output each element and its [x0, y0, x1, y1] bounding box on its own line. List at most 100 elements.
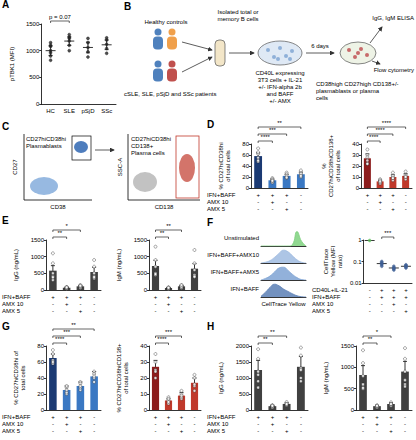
svg-text:+: +	[79, 294, 83, 300]
svg-text:Yellow (MFI: Yellow (MFI	[330, 246, 336, 277]
svg-text:-: -	[381, 301, 383, 307]
svg-text:+: +	[378, 199, 382, 205]
svg-text:-: -	[366, 206, 368, 212]
svg-text:IgG (ng/mL): IgG (ng/mL)	[13, 249, 19, 281]
svg-text:-: -	[168, 308, 170, 314]
svg-text:+: +	[79, 308, 83, 314]
svg-text:+: +	[180, 294, 184, 300]
svg-text:+: +	[167, 294, 171, 300]
svg-text:40: 40	[37, 375, 44, 381]
svg-text:CD27: CD27	[12, 159, 18, 175]
svg-text:1500: 1500	[31, 237, 45, 243]
svg-text:-: -	[369, 308, 371, 314]
svg-text:AMX 5: AMX 5	[207, 206, 226, 212]
svg-text:-: -	[79, 421, 81, 427]
svg-text:+: +	[271, 421, 275, 427]
svg-text:****: ****	[369, 134, 379, 140]
svg-text:-: -	[155, 428, 157, 434]
svg-text:****: ****	[261, 134, 271, 140]
svg-text:-: -	[405, 301, 407, 307]
svg-text:AMX 5: AMX 5	[2, 428, 21, 434]
svg-text:20: 20	[140, 375, 147, 381]
svg-text:%: %	[321, 163, 327, 169]
svg-text:1500: 1500	[26, 21, 40, 27]
svg-text:+: +	[378, 192, 382, 198]
svg-text:D: D	[207, 120, 214, 130]
svg-text:-: -	[194, 428, 196, 434]
svg-text:1000: 1000	[341, 364, 355, 370]
svg-text:-: -	[93, 421, 95, 427]
svg-text:-: -	[168, 428, 170, 434]
svg-text:-: -	[369, 301, 371, 307]
svg-text:0: 0	[41, 407, 45, 413]
svg-text:-: -	[155, 421, 157, 427]
svg-text:+: +	[391, 206, 395, 212]
svg-text:+: +	[79, 414, 83, 420]
svg-text:+: +	[180, 414, 184, 420]
svg-text:**: **	[277, 120, 282, 126]
svg-text:-: -	[300, 414, 302, 420]
svg-text:30: 30	[140, 359, 147, 365]
svg-text:80: 80	[37, 343, 44, 349]
svg-text:-: -	[181, 421, 183, 427]
svg-text:AMX 10: AMX 10	[2, 301, 24, 307]
svg-text:Healthy controls: Healthy controls	[144, 19, 187, 25]
svg-text:10: 10	[140, 391, 147, 397]
svg-text:-: -	[194, 294, 196, 300]
svg-text:IFN+BAFF+AMX5: IFN+BAFF+AMX5	[211, 269, 260, 275]
svg-text:-: -	[271, 206, 273, 212]
svg-text:1000: 1000	[134, 254, 148, 260]
svg-text:**: **	[57, 230, 62, 236]
svg-text:-: -	[405, 192, 407, 198]
svg-text:+: +	[65, 301, 69, 307]
svg-text:+: +	[375, 421, 379, 427]
svg-text:-: -	[404, 421, 406, 427]
svg-text:CD138: CD138	[155, 204, 174, 210]
svg-text:1500: 1500	[236, 359, 250, 365]
svg-text:Flow cytometry: Flow cytometry	[374, 67, 414, 73]
svg-text:-: -	[52, 428, 54, 434]
svg-text:2000: 2000	[236, 343, 250, 349]
svg-text:% CD27hiCD38hi: % CD27hiCD38hi	[218, 142, 224, 189]
svg-text:0: 0	[36, 101, 40, 107]
svg-text:B: B	[124, 1, 131, 12]
svg-text:-: -	[93, 308, 95, 314]
svg-text:+: +	[285, 414, 289, 420]
svg-text:**: **	[368, 336, 373, 342]
svg-text:-: -	[300, 428, 302, 434]
svg-text:+: +	[392, 294, 396, 300]
svg-text:C: C	[2, 121, 9, 132]
svg-text:CD27hiCD38hiCD138+Plasma cells: CD27hiCD38hiCD138+Plasma cells	[131, 136, 171, 156]
svg-text:CellTrace: CellTrace	[323, 248, 329, 274]
svg-text:-: -	[52, 308, 54, 314]
svg-text:% CD27hiCD38hi of: % CD27hiCD38hi of	[13, 351, 19, 405]
svg-text:-: -	[376, 428, 378, 434]
svg-text:SSc: SSc	[101, 108, 112, 114]
svg-text:40: 40	[242, 163, 249, 169]
svg-text:1000: 1000	[236, 375, 250, 381]
svg-text:A: A	[2, 0, 9, 10]
svg-text:AMX 5: AMX 5	[207, 428, 226, 434]
svg-text:+: +	[380, 287, 384, 293]
svg-text:-: -	[93, 294, 95, 300]
svg-text:500: 500	[34, 270, 45, 276]
svg-text:-: -	[79, 301, 81, 307]
svg-text:+: +	[256, 192, 260, 198]
svg-text:1500: 1500	[341, 343, 355, 349]
svg-text:**: **	[270, 329, 275, 335]
svg-text:+: +	[65, 414, 69, 420]
svg-text:AMX 10: AMX 10	[207, 199, 229, 205]
svg-text:+: +	[389, 428, 393, 434]
svg-text:-: -	[362, 428, 364, 434]
svg-text:IFN+BAFF: IFN+BAFF	[2, 294, 31, 300]
svg-text:IFN+BAFF: IFN+BAFF	[207, 192, 236, 198]
svg-text:500: 500	[239, 391, 250, 397]
svg-text:**: **	[263, 336, 268, 342]
svg-text:cSLE, SLE, pSjD and SSc patien: cSLE, SLE, pSjD and SSc patients	[124, 91, 216, 97]
svg-text:+: +	[375, 414, 379, 420]
svg-text:+: +	[167, 421, 171, 427]
svg-text:-: -	[369, 294, 371, 300]
svg-text:-: -	[300, 199, 302, 205]
svg-text:-: -	[155, 308, 157, 314]
svg-text:-: -	[194, 414, 196, 420]
